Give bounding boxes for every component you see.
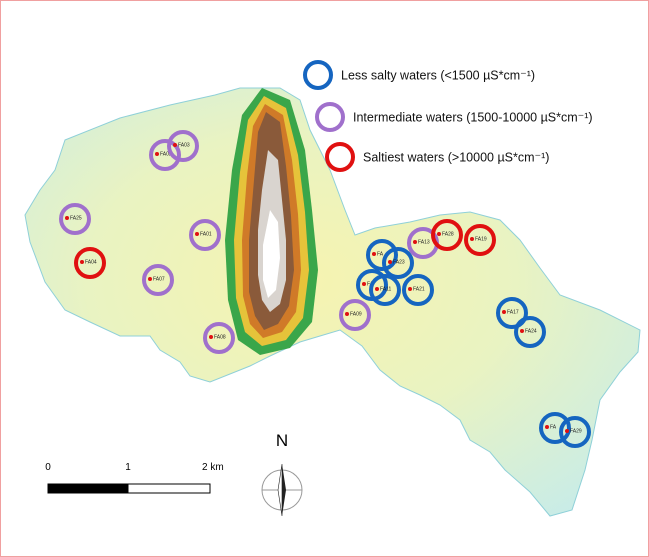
- site-label: FA03: [178, 142, 190, 148]
- site-label: FA17: [507, 309, 519, 315]
- site-dot: [173, 143, 177, 147]
- site-label: FA13: [418, 239, 430, 245]
- site-label: FA01: [200, 231, 212, 237]
- site-label: FA08: [214, 334, 226, 340]
- site-dot: [502, 310, 506, 314]
- scale-segment: [128, 484, 210, 493]
- site-label: FA: [377, 251, 384, 257]
- site-dot: [372, 252, 376, 256]
- site-label: FA29: [570, 428, 582, 434]
- legend-label: Intermediate waters (1500-10000 µS*cm⁻¹): [353, 110, 593, 124]
- site-dot: [80, 260, 84, 264]
- site-dot: [375, 287, 379, 291]
- site-label: FA21: [413, 286, 425, 292]
- site-label: FA24: [525, 328, 537, 334]
- site-label: FA28: [442, 231, 454, 237]
- scale-label: 2 km: [202, 462, 224, 473]
- site-dot: [195, 232, 199, 236]
- site-label: FA19: [475, 236, 487, 242]
- legend-label: Less salty waters (<1500 µS*cm⁻¹): [341, 68, 535, 82]
- site-label: FA23: [393, 259, 405, 265]
- legend-label: Saltiest waters (>10000 µS*cm⁻¹): [363, 150, 549, 164]
- site-dot: [209, 335, 213, 339]
- site-dot: [520, 329, 524, 333]
- site-dot: [437, 232, 441, 236]
- site-dot: [388, 260, 392, 264]
- map: 0 1 2 km N Less salty waters (<1500 µS*c…: [0, 0, 649, 557]
- site-dot: [155, 152, 159, 156]
- north-label: N: [276, 431, 288, 450]
- site-dot: [362, 282, 366, 286]
- scale-label: 1: [125, 462, 131, 473]
- site-dot: [565, 429, 569, 433]
- site-label: FA25: [70, 215, 82, 221]
- site-dot: [413, 240, 417, 244]
- site-label: FA09: [350, 311, 362, 317]
- site-label: FA07: [153, 276, 165, 282]
- site-label: FA04: [85, 259, 97, 265]
- scale-segment: [48, 484, 128, 493]
- site-dot: [65, 216, 69, 220]
- site-dot: [545, 425, 549, 429]
- site-label: FA: [550, 424, 557, 430]
- site-dot: [148, 277, 152, 281]
- site-dot: [470, 237, 474, 241]
- site-label: FA11: [380, 286, 392, 292]
- site-dot: [345, 312, 349, 316]
- scale-label: 0: [45, 462, 51, 473]
- site-dot: [408, 287, 412, 291]
